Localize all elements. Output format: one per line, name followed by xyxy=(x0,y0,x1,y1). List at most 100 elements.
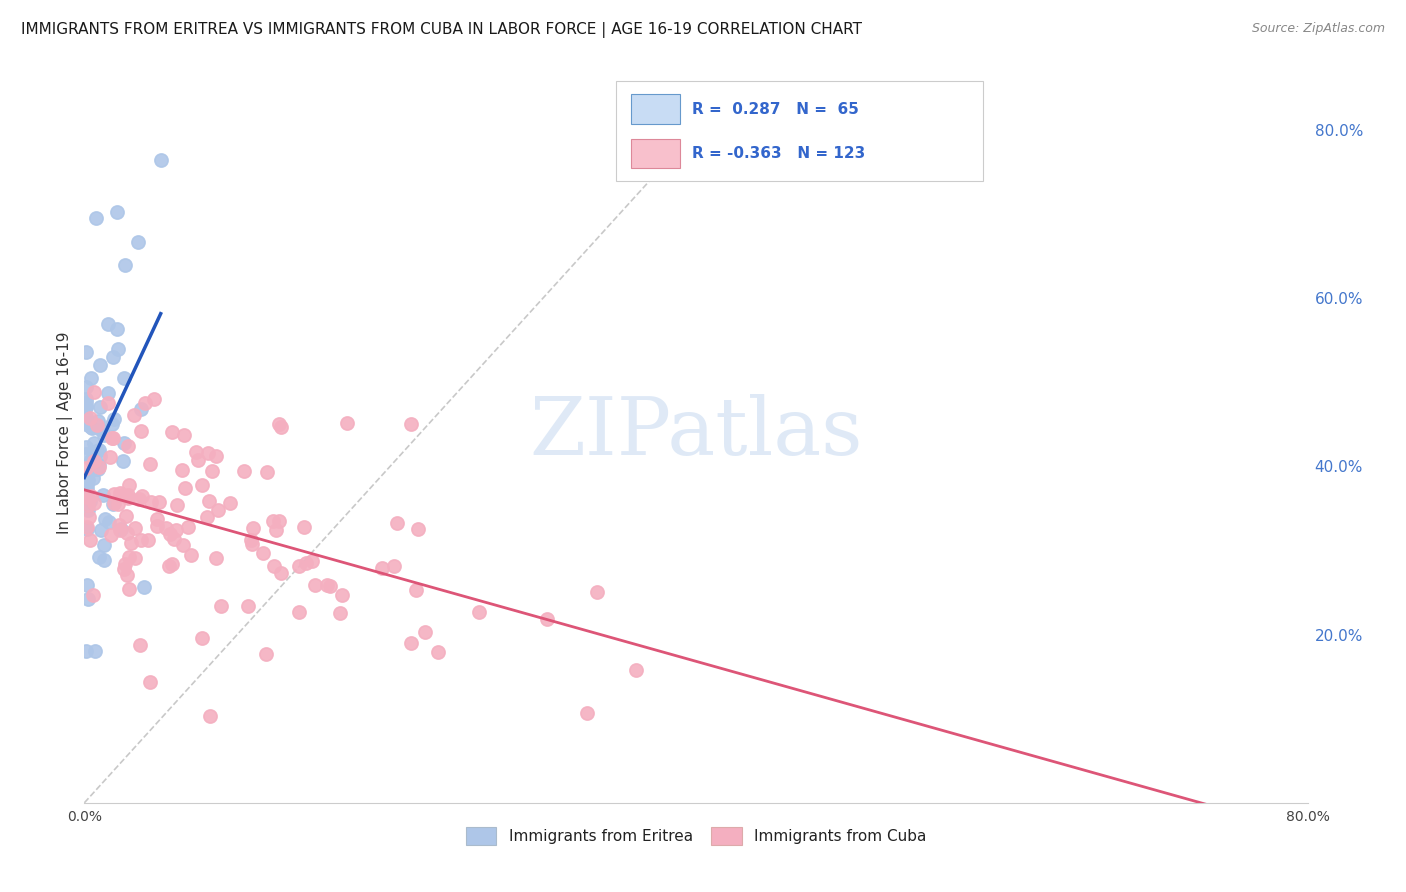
Point xyxy=(162,532,184,546)
Point xyxy=(177,520,200,534)
Point xyxy=(103,431,125,445)
Point xyxy=(131,489,153,503)
Point xyxy=(129,639,152,653)
Point xyxy=(97,396,120,410)
Point xyxy=(75,440,97,454)
Point xyxy=(105,204,128,219)
Point xyxy=(198,709,221,723)
Text: R =  0.287   N =  65: R = 0.287 N = 65 xyxy=(692,102,859,117)
Point xyxy=(76,520,98,534)
Point xyxy=(155,521,177,535)
Point xyxy=(84,458,107,472)
Point xyxy=(413,624,436,639)
Point xyxy=(89,549,111,564)
Point xyxy=(77,417,100,432)
Point xyxy=(201,464,224,478)
Point xyxy=(83,462,105,476)
Point xyxy=(76,415,98,429)
Point xyxy=(141,495,163,509)
Point xyxy=(114,558,136,572)
Point xyxy=(149,153,172,167)
Point xyxy=(86,211,108,226)
Point xyxy=(371,561,394,575)
Point xyxy=(329,606,352,620)
Point xyxy=(75,380,97,394)
Point xyxy=(75,400,97,414)
Point xyxy=(86,418,108,433)
Point xyxy=(240,533,263,548)
Point xyxy=(114,436,136,450)
Point xyxy=(191,477,214,491)
Point xyxy=(122,408,145,422)
Point xyxy=(148,495,170,509)
Point xyxy=(79,411,101,425)
Point xyxy=(103,412,125,426)
Point xyxy=(75,392,97,406)
Point xyxy=(79,533,101,548)
Point xyxy=(111,488,134,502)
Point xyxy=(118,478,141,492)
Point xyxy=(118,549,141,564)
Point xyxy=(408,522,430,536)
Point xyxy=(90,523,112,537)
Point xyxy=(263,559,285,574)
Point xyxy=(94,512,117,526)
Point xyxy=(162,557,184,571)
Point xyxy=(110,524,132,538)
Point xyxy=(87,442,110,457)
Point xyxy=(80,452,103,467)
Point xyxy=(160,425,183,440)
Point xyxy=(83,436,105,450)
Point xyxy=(115,526,138,541)
Point xyxy=(205,449,228,463)
Point xyxy=(87,414,110,428)
Point xyxy=(197,446,219,460)
Point xyxy=(75,345,97,359)
Point xyxy=(76,482,98,496)
Point xyxy=(269,417,291,431)
Point xyxy=(115,509,138,524)
Point xyxy=(108,517,131,532)
Point xyxy=(86,443,108,458)
Point xyxy=(252,546,274,560)
Point xyxy=(93,538,115,552)
Point xyxy=(101,350,124,364)
Point xyxy=(82,588,104,602)
Point xyxy=(405,583,427,598)
Point xyxy=(139,675,162,690)
Point xyxy=(127,235,149,249)
Point xyxy=(387,516,409,530)
Point xyxy=(97,317,120,331)
Point xyxy=(184,444,207,458)
Point xyxy=(76,578,98,592)
Point xyxy=(79,494,101,508)
Point xyxy=(76,490,98,504)
Point xyxy=(136,533,159,547)
Point xyxy=(111,454,134,468)
Point xyxy=(77,498,100,512)
Point xyxy=(100,450,122,465)
Point xyxy=(75,460,97,475)
Text: R = -0.363   N = 123: R = -0.363 N = 123 xyxy=(692,146,866,161)
Point xyxy=(83,496,105,510)
Point xyxy=(190,632,212,646)
Point xyxy=(80,419,103,434)
Point xyxy=(165,523,187,537)
Point xyxy=(77,502,100,516)
Point xyxy=(114,258,136,272)
Point xyxy=(139,458,162,472)
Point xyxy=(174,482,197,496)
Point xyxy=(75,409,97,424)
Point xyxy=(129,533,152,547)
Point xyxy=(75,644,97,658)
Point xyxy=(98,515,121,529)
Point xyxy=(77,592,100,607)
Point xyxy=(187,452,209,467)
Point xyxy=(399,417,422,432)
Point xyxy=(292,520,315,534)
Point xyxy=(118,582,141,596)
Point xyxy=(89,449,111,463)
Point xyxy=(93,427,115,442)
Point xyxy=(288,605,311,619)
Point xyxy=(399,636,422,650)
